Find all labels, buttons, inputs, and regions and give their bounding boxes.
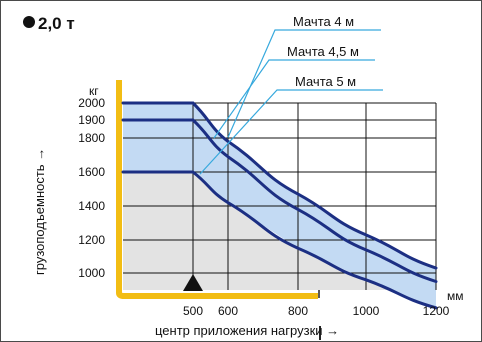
y-tick-label: 1000	[78, 266, 105, 280]
y-unit-label: кг	[89, 84, 99, 98]
frame-corner-mark	[319, 326, 321, 340]
load-center-marker-icon	[183, 274, 203, 291]
legend-leader-3	[199, 89, 383, 175]
legend-label-1: Мачта 4 м	[293, 14, 354, 29]
axis-fork-profile	[116, 80, 318, 299]
legend-label-3: Мачта 5 м	[295, 74, 356, 89]
y-tick-label: 2000	[78, 96, 105, 110]
y-tick-label: 1800	[78, 131, 105, 145]
x-axis-label: центр приложения нагрузки →	[155, 323, 339, 338]
x-unit-label: мм	[447, 289, 464, 303]
y-tick-label: 1400	[78, 199, 105, 213]
series-line-2	[121, 118, 438, 283]
y-tick-label: 1900	[78, 113, 105, 127]
legend-label-2: Мачта 4,5 м	[287, 44, 359, 59]
mast-capacity-band	[123, 103, 436, 308]
x-tick-label: 500	[183, 304, 203, 318]
x-tick-label: 1200	[423, 304, 450, 318]
legend-leader-2	[213, 59, 375, 139]
y-tick-label: 1200	[78, 233, 105, 247]
x-tick-label: 1000	[353, 304, 380, 318]
title-bullet-icon	[23, 16, 35, 28]
x-tick-label: 600	[218, 304, 238, 318]
series-line-3	[121, 170, 438, 310]
y-axis-label: грузоподъемность →	[32, 148, 47, 275]
chart-title: 2,0 т	[38, 14, 75, 33]
y-tick-label: 1600	[78, 165, 105, 179]
x-tick-label: 800	[288, 304, 308, 318]
legend-leader-1	[227, 29, 381, 138]
series-line-1	[121, 101, 438, 270]
